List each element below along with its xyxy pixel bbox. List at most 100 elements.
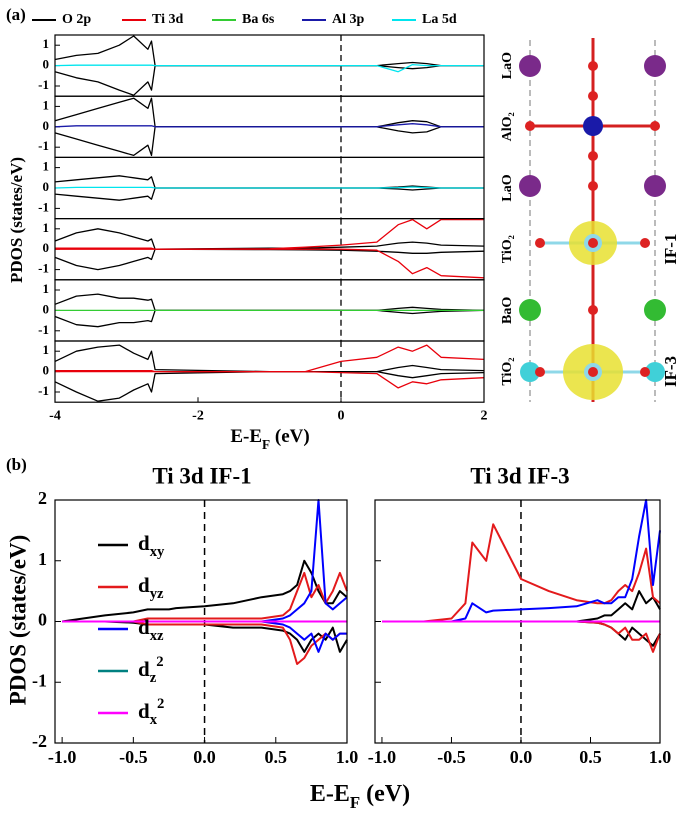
label: dxy: [138, 531, 165, 561]
label-part: E-E: [310, 781, 350, 807]
interface-label: IF-3: [661, 356, 680, 387]
x-tick-label: -1.0: [48, 747, 77, 767]
label-part: x: [150, 712, 158, 728]
x-tick-label: -2: [192, 408, 204, 423]
layer-label: TiO₂: [500, 358, 515, 386]
pdos-line: [54, 248, 485, 271]
x-tick-label: 1.0: [336, 747, 359, 767]
y-tick-label: -1: [38, 77, 49, 92]
y-tick-label: 1: [43, 36, 50, 51]
legend-label: Ti 3d: [152, 12, 183, 27]
label-part: (eV): [270, 427, 310, 448]
y-axis-label: PDOS (states/eV): [7, 157, 26, 283]
x-tick-label: -0.5: [437, 747, 466, 767]
pdos-line: [382, 590, 661, 623]
layer-label: BaO: [500, 297, 515, 324]
y-tick-label: 1: [43, 220, 50, 235]
pdos-line: [54, 309, 485, 328]
y-tick-label: -2: [32, 731, 47, 751]
y-tick-label: 1: [43, 97, 50, 112]
pdos-line: [55, 248, 485, 279]
pdos-line: [54, 187, 484, 201]
y-axis-label: PDOS (states/eV): [5, 535, 30, 706]
legend-label: Ba 6s: [242, 12, 275, 27]
y-tick-label: 1: [43, 342, 50, 357]
x-tick-label: -0.5: [119, 747, 148, 767]
pdos-line: [55, 344, 485, 373]
x-tick-label: 1.0: [649, 747, 672, 767]
label-part: E-E: [230, 427, 262, 448]
y-tick-label: -1: [38, 199, 49, 214]
y-tick-label: 0: [43, 179, 50, 194]
label-part: 2: [157, 696, 164, 712]
plot-title: Ti 3d IF-3: [470, 463, 569, 488]
legend-label: La 5d: [422, 12, 457, 27]
interface-label: IF-1: [661, 234, 680, 265]
x-tick-label: 2: [481, 408, 488, 423]
panel-label: (a): [6, 5, 26, 24]
y-tick-label: -1: [38, 261, 49, 276]
pdos-line: [54, 35, 484, 67]
x-tick-label: 0: [338, 408, 345, 423]
legend-label: Al 3p: [332, 12, 365, 27]
y-tick-label: -1: [38, 383, 49, 398]
pdos-line: [54, 126, 484, 157]
label-part: d: [138, 531, 150, 555]
label-part: d: [138, 573, 150, 597]
legend-label: O 2p: [62, 12, 91, 27]
y-tick-label: 0: [43, 301, 50, 316]
label: dz2: [138, 654, 164, 686]
x-tick-label: 0.0: [510, 747, 533, 767]
label: dx2: [138, 696, 164, 728]
y-tick-label: 1: [43, 159, 50, 174]
y-tick-label: 1: [43, 281, 50, 296]
pdos-line: [54, 186, 484, 189]
plot-frame: [54, 499, 348, 744]
pdos-line: [54, 228, 485, 250]
label-part: d: [138, 699, 150, 723]
y-tick-label: 0: [38, 610, 47, 630]
label-part: xz: [150, 628, 164, 644]
x-tick-label: 0.0: [193, 747, 216, 767]
y-tick-label: 0: [43, 240, 50, 255]
y-tick-label: 0: [43, 363, 50, 378]
pdos-line: [54, 175, 484, 189]
label-part: F: [262, 437, 270, 452]
label-part: 2: [156, 654, 163, 670]
label: dxz: [138, 615, 164, 645]
x-tick-label: 0.5: [265, 747, 288, 767]
pdos-line: [382, 499, 661, 623]
pdos-line: [54, 123, 484, 128]
pdos-line: [54, 97, 484, 128]
pdos-line: [54, 64, 484, 96]
label: E-EF (eV): [230, 427, 309, 452]
label-part: xy: [150, 544, 165, 560]
pdos-line: [55, 370, 485, 389]
plot-frame: [54, 340, 485, 403]
y-tick-label: -1: [38, 138, 49, 153]
layer-label: LaO: [500, 174, 515, 201]
pdos-line: [54, 293, 485, 312]
plot-title: Ti 3d IF-1: [152, 463, 251, 488]
y-tick-label: -1: [38, 322, 49, 337]
structure: [519, 38, 666, 402]
y-tick-label: 0: [43, 57, 50, 72]
x-tick-label: -1.0: [368, 747, 397, 767]
label-part: (eV): [360, 781, 410, 807]
label: E-EF (eV): [310, 781, 410, 813]
label-part: yz: [150, 586, 164, 602]
label-part: F: [350, 793, 360, 812]
label-part: z: [150, 670, 157, 686]
pdos-line: [382, 523, 661, 623]
label: dyz: [138, 573, 164, 603]
y-tick-label: 1: [38, 549, 47, 569]
pdos-line: [54, 370, 485, 402]
panel-label: (b): [6, 455, 27, 474]
y-tick-label: 0: [43, 118, 50, 133]
x-tick-label: -4: [49, 408, 61, 423]
x-tick-label: 0.5: [579, 747, 602, 767]
pdos-line: [54, 344, 485, 373]
layer-label: TiO₂: [500, 235, 515, 263]
y-tick-label: 2: [38, 488, 47, 508]
